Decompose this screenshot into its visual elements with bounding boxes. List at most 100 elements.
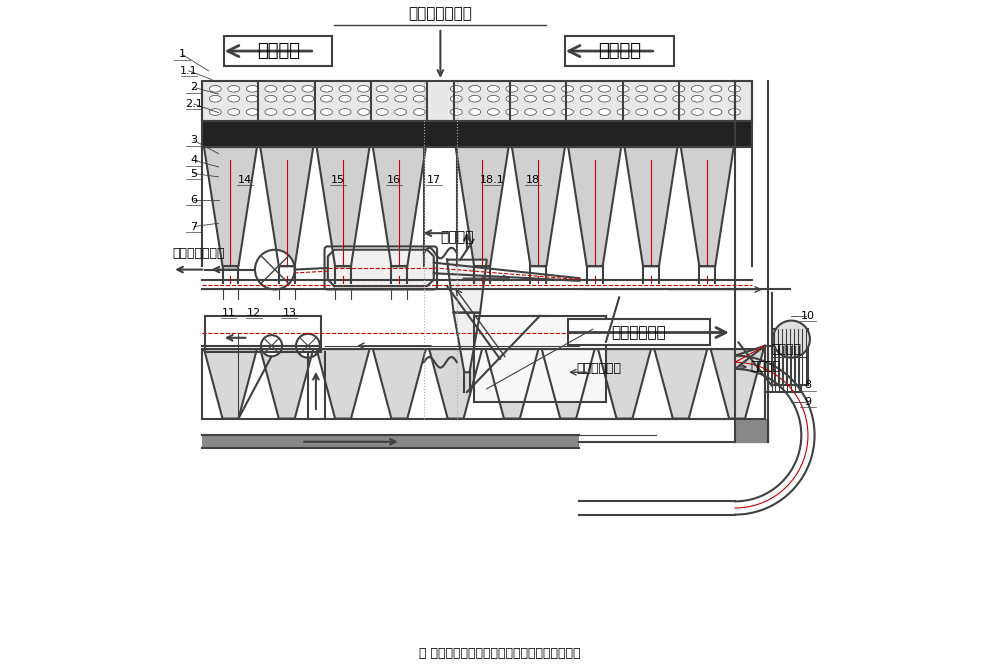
- Polygon shape: [454, 313, 480, 372]
- Text: 烟气快速升温段: 烟气快速升温段: [408, 6, 472, 21]
- Ellipse shape: [339, 108, 351, 115]
- Ellipse shape: [321, 108, 332, 115]
- Text: 6: 6: [191, 195, 198, 205]
- Polygon shape: [204, 349, 257, 418]
- Ellipse shape: [246, 86, 258, 92]
- Ellipse shape: [543, 108, 555, 115]
- Ellipse shape: [283, 108, 295, 115]
- Ellipse shape: [673, 95, 685, 102]
- Circle shape: [773, 321, 810, 358]
- Ellipse shape: [450, 108, 462, 115]
- Bar: [474, 316, 606, 402]
- Ellipse shape: [228, 86, 240, 92]
- Text: 18.1: 18.1: [480, 175, 504, 185]
- Text: 14: 14: [238, 175, 252, 185]
- Ellipse shape: [617, 86, 629, 92]
- Bar: [205, 316, 321, 352]
- Ellipse shape: [562, 108, 574, 115]
- Ellipse shape: [654, 108, 666, 115]
- Polygon shape: [204, 147, 257, 266]
- Ellipse shape: [302, 86, 314, 92]
- Ellipse shape: [543, 86, 555, 92]
- Ellipse shape: [469, 86, 481, 92]
- Ellipse shape: [376, 95, 388, 102]
- Ellipse shape: [673, 108, 685, 115]
- Polygon shape: [317, 349, 370, 418]
- Ellipse shape: [450, 95, 462, 102]
- Ellipse shape: [691, 86, 703, 92]
- Ellipse shape: [358, 86, 370, 92]
- Polygon shape: [429, 349, 482, 418]
- Polygon shape: [456, 147, 509, 266]
- Ellipse shape: [358, 108, 370, 115]
- FancyBboxPatch shape: [224, 37, 332, 66]
- Polygon shape: [542, 349, 595, 418]
- Ellipse shape: [580, 95, 592, 102]
- Ellipse shape: [395, 108, 407, 115]
- Ellipse shape: [487, 95, 499, 102]
- Text: 10: 10: [801, 311, 815, 321]
- Ellipse shape: [283, 86, 295, 92]
- Text: 13: 13: [282, 308, 296, 318]
- Text: 3: 3: [191, 136, 198, 146]
- Text: 8: 8: [804, 380, 811, 390]
- Ellipse shape: [599, 108, 611, 115]
- Ellipse shape: [395, 95, 407, 102]
- Bar: [772, 329, 808, 386]
- Ellipse shape: [506, 86, 518, 92]
- Text: 图 烧结烟气利用烟尘余热自催化脱硝工艺流程图: 图 烧结烟气利用烟尘余热自催化脱硝工艺流程图: [419, 647, 581, 660]
- Text: 17: 17: [427, 175, 441, 185]
- Ellipse shape: [209, 95, 221, 102]
- Ellipse shape: [506, 95, 518, 102]
- Ellipse shape: [525, 86, 536, 92]
- Text: 台车走向: 台车走向: [257, 42, 300, 60]
- Ellipse shape: [302, 95, 314, 102]
- Ellipse shape: [599, 95, 611, 102]
- Ellipse shape: [599, 86, 611, 92]
- Text: 12: 12: [247, 308, 261, 318]
- Text: 15: 15: [331, 175, 345, 185]
- Ellipse shape: [710, 86, 722, 92]
- Ellipse shape: [321, 95, 332, 102]
- FancyBboxPatch shape: [202, 81, 752, 120]
- Ellipse shape: [562, 86, 574, 92]
- Polygon shape: [654, 349, 707, 418]
- Text: 18: 18: [526, 175, 540, 185]
- Text: 9: 9: [804, 397, 811, 407]
- Text: 补充烧结返矿: 补充烧结返矿: [577, 362, 622, 376]
- Ellipse shape: [525, 95, 536, 102]
- Polygon shape: [485, 349, 538, 418]
- Ellipse shape: [376, 108, 388, 115]
- Polygon shape: [598, 349, 651, 418]
- Ellipse shape: [580, 108, 592, 115]
- Ellipse shape: [543, 95, 555, 102]
- Ellipse shape: [636, 95, 648, 102]
- FancyBboxPatch shape: [568, 319, 710, 345]
- Circle shape: [296, 334, 320, 358]
- Ellipse shape: [246, 95, 258, 102]
- Ellipse shape: [209, 108, 221, 115]
- Text: 外排粉尘: 外排粉尘: [750, 360, 780, 374]
- Ellipse shape: [395, 86, 407, 92]
- FancyBboxPatch shape: [325, 247, 437, 289]
- Ellipse shape: [246, 108, 258, 115]
- Ellipse shape: [339, 95, 351, 102]
- Ellipse shape: [469, 95, 481, 102]
- Ellipse shape: [728, 95, 740, 102]
- Ellipse shape: [728, 108, 740, 115]
- Text: 进烟气脱硫系统: 进烟气脱硫系统: [172, 247, 225, 259]
- Ellipse shape: [209, 86, 221, 92]
- Ellipse shape: [265, 86, 277, 92]
- Ellipse shape: [728, 86, 740, 92]
- Polygon shape: [568, 147, 621, 266]
- Text: 7: 7: [190, 221, 198, 231]
- Ellipse shape: [617, 108, 629, 115]
- Ellipse shape: [321, 86, 332, 92]
- Ellipse shape: [636, 108, 648, 115]
- FancyBboxPatch shape: [202, 120, 752, 147]
- Text: 台车走向: 台车走向: [598, 42, 641, 60]
- Ellipse shape: [562, 95, 574, 102]
- Ellipse shape: [413, 95, 425, 102]
- Text: 2.1: 2.1: [185, 99, 203, 109]
- Polygon shape: [735, 418, 768, 442]
